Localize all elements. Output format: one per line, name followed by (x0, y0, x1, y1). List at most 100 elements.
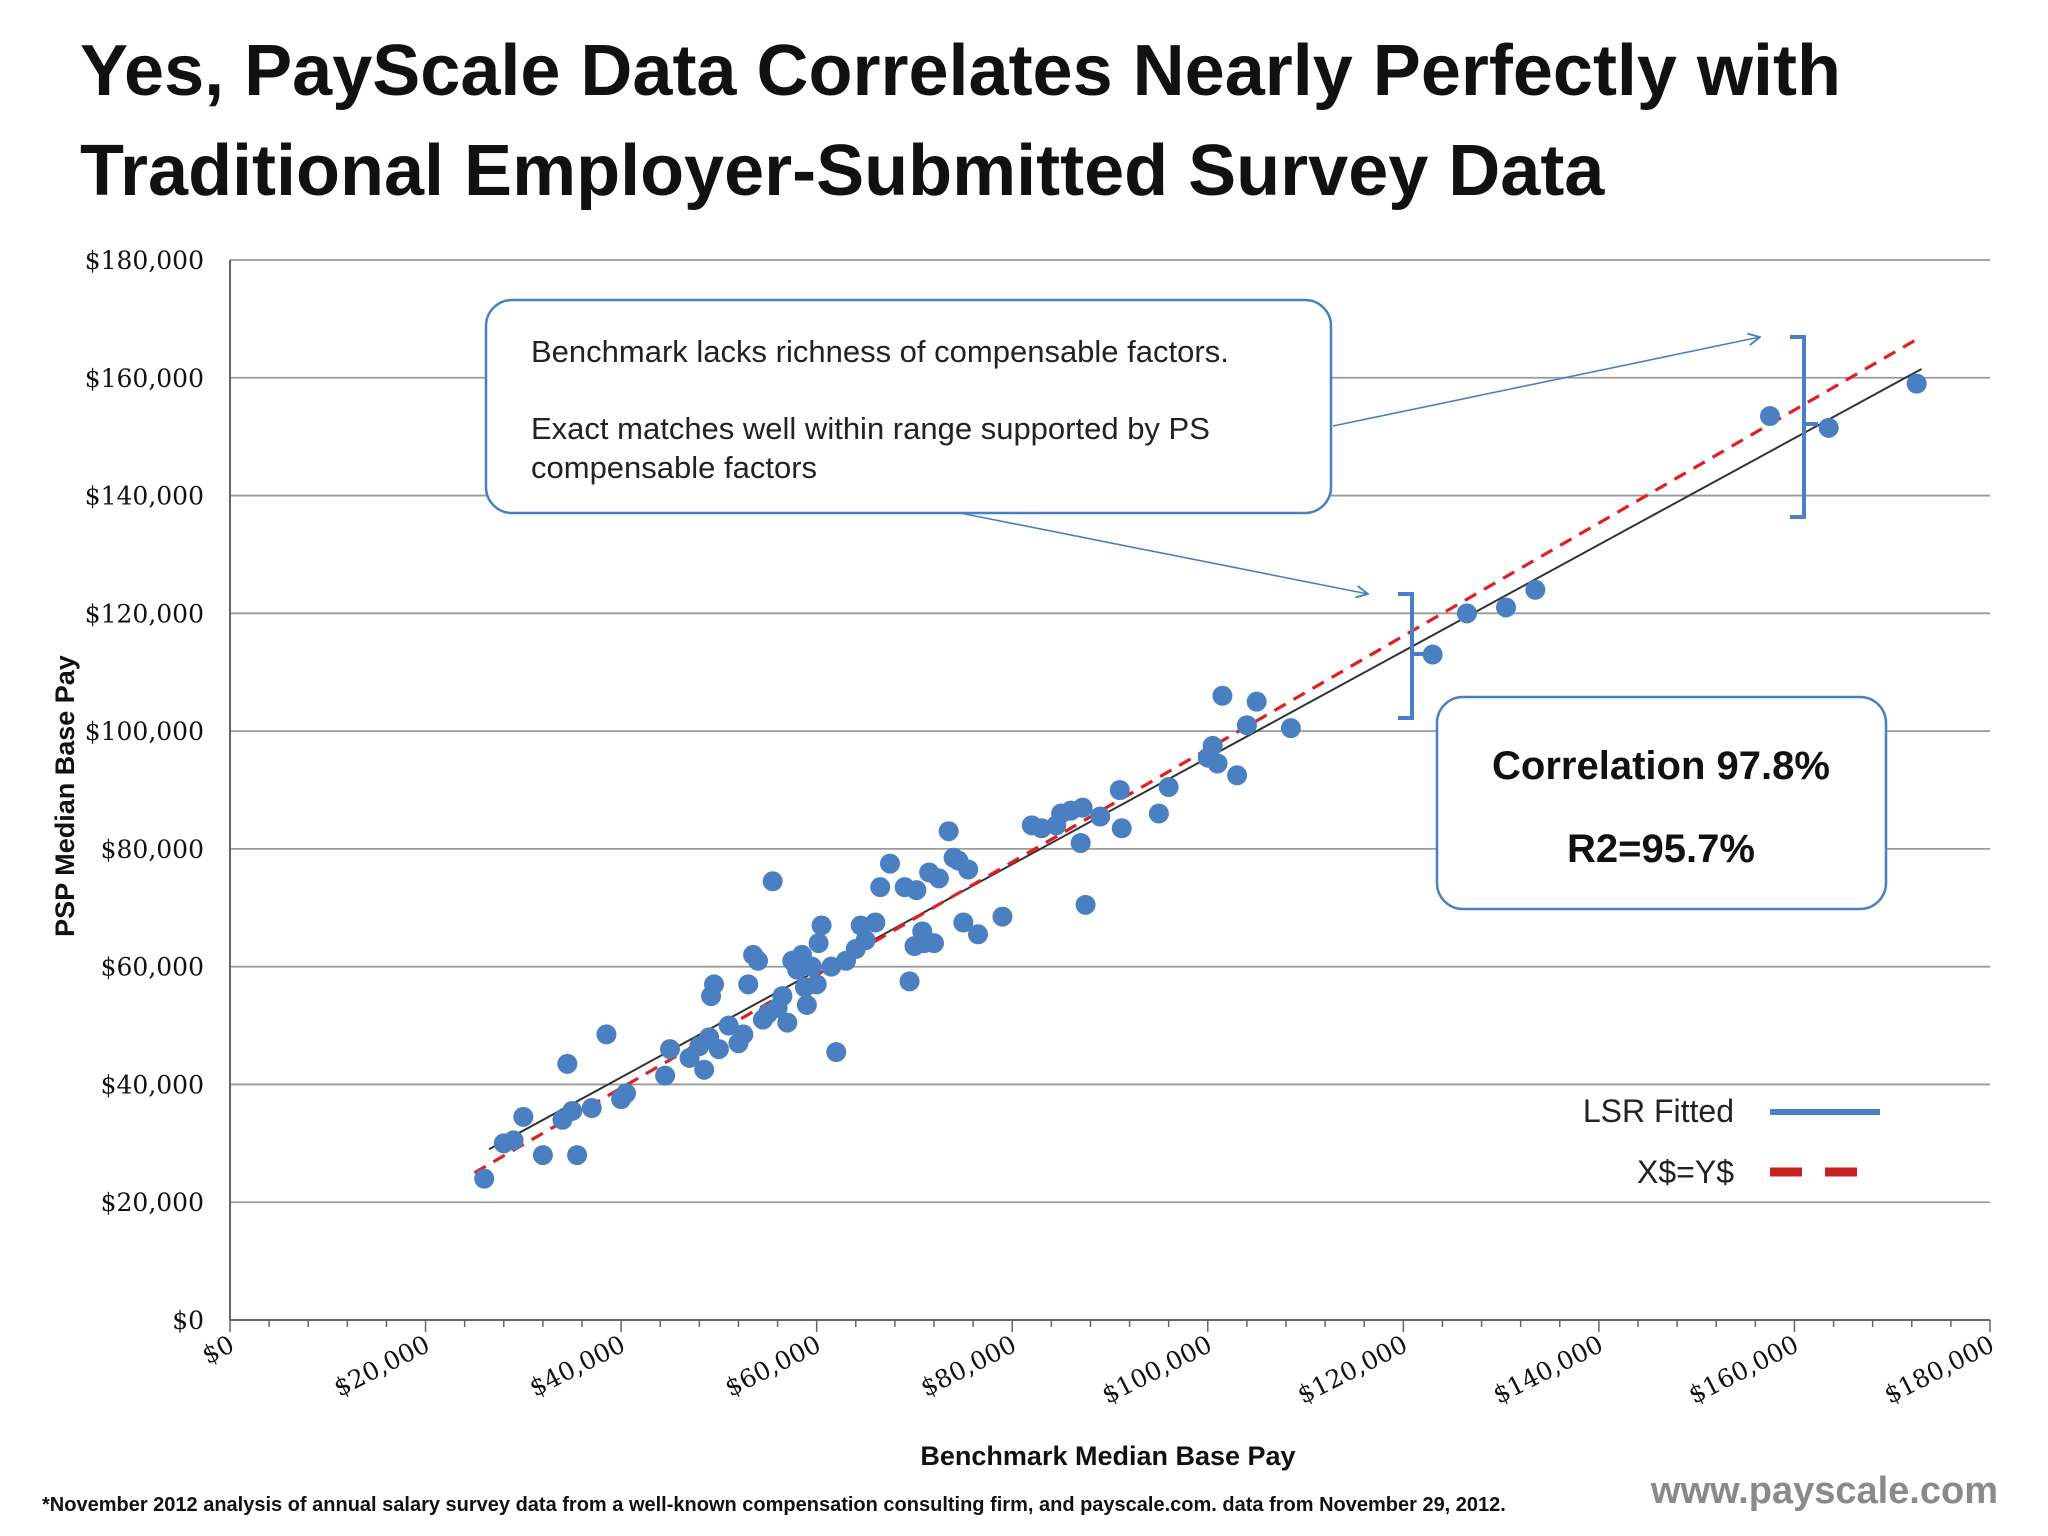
data-point (870, 877, 891, 898)
y-tick-labels: $0 $20,000 $40,000 $60,000 $80,000 $100,000 $1… (85, 246, 204, 1335)
callout-arrow-lower (959, 512, 1368, 594)
lower-range-bracket (1398, 592, 1426, 720)
data-point (1109, 780, 1130, 800)
x-tick-label: $160,000 (1684, 1330, 1803, 1410)
data-point (1456, 603, 1477, 624)
callout-line-3: compensable factors (531, 450, 817, 485)
data-point (562, 1100, 583, 1121)
y-tick-label: $140,000 (85, 482, 204, 511)
data-point (953, 912, 974, 933)
data-point (557, 1053, 578, 1074)
identity-line (473, 335, 1923, 1175)
data-point (596, 1024, 617, 1045)
data-point (1246, 691, 1267, 712)
data-point (1148, 803, 1169, 824)
data-point (1525, 579, 1546, 600)
x-tick-label: $140,000 (1488, 1330, 1607, 1410)
callout-arrow-upper (1332, 337, 1760, 427)
data-point (928, 868, 949, 889)
title-line-1: Yes, PayScale Data Correlates Nearly Per… (80, 31, 1841, 111)
data-point (777, 1012, 798, 1033)
data-point (1280, 718, 1301, 739)
data-point (1070, 833, 1091, 853)
data-point (899, 971, 920, 992)
data-point (1236, 715, 1257, 736)
data-point (958, 859, 979, 880)
data-point (733, 1024, 754, 1045)
data-point (1227, 765, 1248, 786)
data-point (694, 1059, 715, 1080)
upper-range-bracket (1790, 335, 1818, 519)
x-tick-label: $120,000 (1293, 1330, 1412, 1410)
x-tick-label: $180,000 (1879, 1330, 1998, 1410)
data-point (796, 994, 817, 1015)
axes (229, 260, 1991, 1332)
data-point (826, 1042, 847, 1063)
data-point (1422, 644, 1443, 665)
data-point (880, 853, 900, 874)
correlation-stat: Correlation 97.8% (1492, 744, 1830, 788)
data-point (748, 950, 768, 971)
data-point (1207, 753, 1228, 774)
data-point (1212, 685, 1233, 706)
data-point (906, 880, 927, 901)
data-point (513, 1106, 534, 1127)
callout-line-1: Benchmark lacks richness of compensable … (531, 334, 1229, 369)
y-tick-label: $160,000 (85, 364, 204, 393)
data-point (924, 933, 944, 954)
x-axis-label: Benchmark Median Base Pay (920, 1441, 1295, 1471)
stats-box (1435, 695, 1888, 911)
data-point (811, 915, 832, 936)
x-tick-label: $0 (197, 1330, 239, 1370)
y-tick-label: $120,000 (85, 599, 204, 628)
data-point (1158, 777, 1179, 798)
callout-box (484, 298, 1333, 515)
data-point (718, 1015, 739, 1036)
legend: LSR Fitted X$=Y$ (1583, 1093, 1880, 1190)
x-tick-label: $20,000 (329, 1330, 434, 1403)
data-point (801, 956, 822, 977)
data-point (1090, 806, 1111, 827)
y-axis-label: PSP Median Base Pay (50, 655, 80, 937)
callout-line-2: Exact matches well within range supporte… (531, 411, 1210, 446)
website-watermark: www.payscale.com (1650, 1470, 1998, 1512)
data-point (1202, 735, 1223, 756)
data-point (1075, 894, 1096, 915)
x-tick-labels: $0 $20,000 $40,000 $60,000 $80,000 $100,000 $1… (197, 1330, 1999, 1410)
data-point (708, 1039, 729, 1060)
y-tick-label: $80,000 (101, 835, 204, 864)
data-point (1072, 797, 1093, 818)
data-point (581, 1098, 602, 1118)
data-point (865, 912, 886, 933)
y-tick-label: $180,000 (85, 246, 204, 275)
footnote: *November 2012 analysis of annual salary… (42, 1494, 1506, 1516)
data-point (655, 1065, 676, 1086)
y-tick-label: $40,000 (101, 1070, 204, 1099)
y-tick-label: $100,000 (85, 717, 204, 746)
data-points (474, 373, 1927, 1189)
data-point (474, 1168, 495, 1189)
legend-label-identity: X$=Y$ (1637, 1154, 1734, 1190)
x-tick-label: $40,000 (525, 1330, 630, 1403)
x-tick-label: $60,000 (720, 1330, 825, 1403)
data-point (738, 974, 759, 995)
title-line-2: Traditional Employer-Submitted Survey Da… (80, 131, 1605, 211)
data-point (992, 906, 1013, 927)
data-point (762, 871, 783, 892)
x-tick-label: $80,000 (916, 1330, 1021, 1403)
data-point (808, 933, 829, 954)
data-point (855, 930, 876, 951)
data-point (567, 1145, 588, 1166)
data-point (772, 986, 793, 1007)
data-point (1111, 818, 1132, 839)
data-point (532, 1145, 553, 1166)
data-point (660, 1039, 680, 1060)
data-point (1818, 417, 1839, 438)
x-tick-label: $100,000 (1097, 1330, 1216, 1410)
y-tick-label: $60,000 (101, 953, 204, 982)
data-point (704, 974, 724, 995)
data-point (1760, 406, 1780, 427)
data-point (968, 924, 988, 945)
data-point (806, 974, 827, 995)
